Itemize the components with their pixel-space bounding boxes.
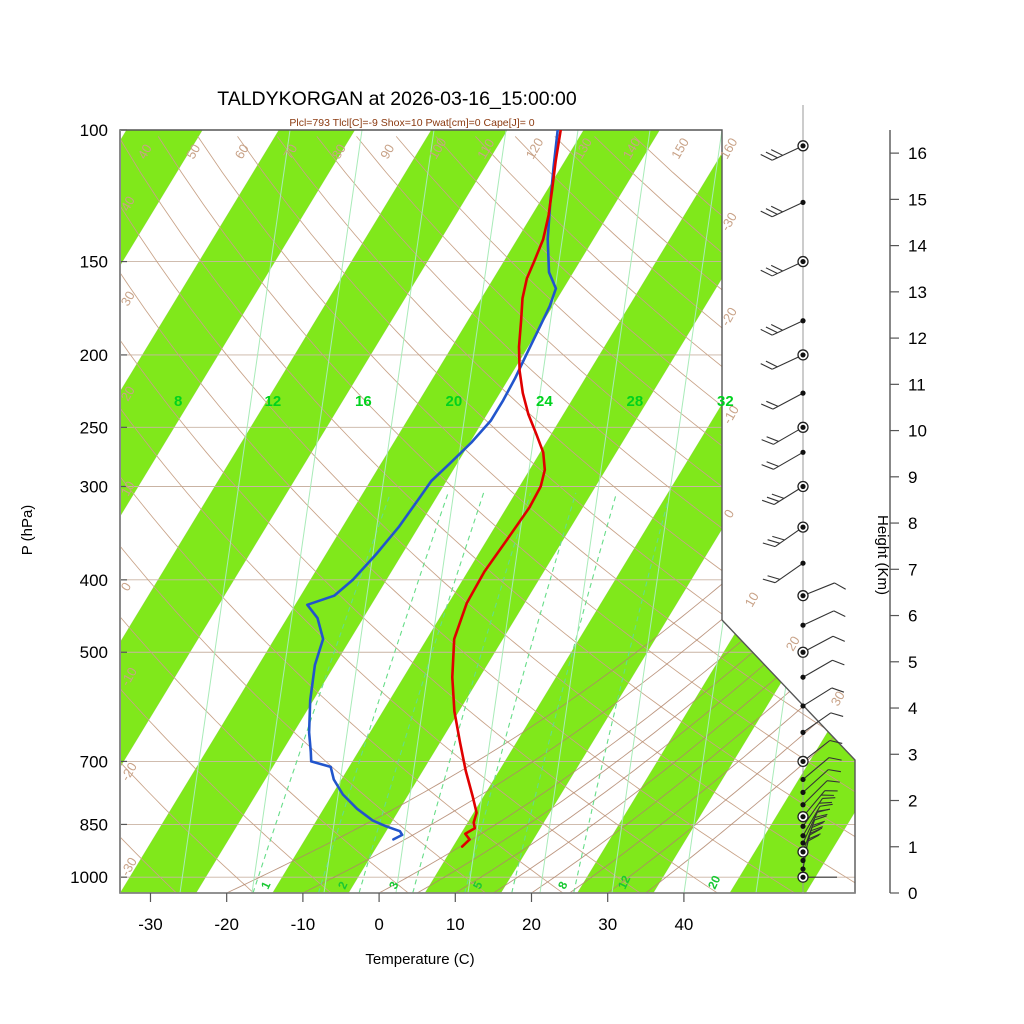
dry-adiabat-top-label: 60 [232,141,252,161]
pressure-tick-label: 200 [80,346,108,365]
temperature-tick-label: 40 [674,915,693,934]
pressure-axis: 100 150 200 250 300 400 500 700 850 1000 [70,121,127,893]
isotherm-lines [120,130,855,893]
mixing-ratio-label: 20 [705,873,723,891]
wind-barb [800,797,836,829]
wind-barb [761,421,809,445]
height-tick-label: 13 [908,283,927,302]
temperature-tick-label: -10 [291,915,316,934]
pressure-tick-label: 500 [80,643,108,662]
dry-adiabat-right-label: 20 [783,633,803,653]
pressure-tick-label: 250 [80,418,108,437]
isotherm-label: 8 [174,393,182,410]
temperature-tick-label: 0 [374,915,383,934]
dewpoint-profile-line [306,130,559,841]
isotherm-label: 32 [717,393,734,410]
pressure-axis-title: P (hPa) [19,505,36,556]
temperature-profile-line [451,130,562,848]
height-tick-label: 1 [908,838,917,857]
height-axis-title: Height (Km) [874,515,891,595]
temperature-tick-label: -30 [138,915,163,934]
chart-title: TALDYKORGAN at 2026-03-16_15:00:00 [217,88,577,110]
dry-adiabat-left-label: 10 [118,478,138,498]
wind-barb [762,521,809,548]
contour-labels: 40 50 60 70 80 90 100 110 120 130 140 150 1604030201… [118,135,848,891]
dry-adiabat-top-label: 40 [135,141,155,161]
height-tick-label: 16 [908,144,927,163]
wind-barb [761,449,806,470]
dry-adiabat-left-label: 30 [118,288,138,308]
wind-barb [797,739,843,768]
dry-adiabat-top-label: 70 [280,141,300,161]
isotherm-label: 20 [446,393,463,410]
height-tick-label: 0 [908,884,917,903]
temperature-axis-title: Temperature (C) [365,951,474,968]
chart-subtitle: Plcl=793 Tlcl[C]=-9 Shox=10 Pwat[cm]=0 C… [289,117,534,129]
wind-barb [800,687,845,709]
temperature-tick-label: 30 [598,915,617,934]
height-tick-label: 3 [908,745,917,764]
dry-adiabat-left-label: 20 [118,383,138,403]
height-tick-label: 5 [908,653,917,672]
isotherm-label: 24 [536,393,553,410]
height-tick-label: 2 [908,792,917,811]
wind-barb [797,635,845,658]
wind-barb [800,610,846,628]
wind-barb [800,712,844,735]
mixing-ratio-label: 12 [615,873,633,891]
height-tick-label: 8 [908,514,917,533]
wind-barb [760,199,806,218]
height-tick-label: 4 [908,699,917,718]
wind-barb [760,349,809,370]
height-tick-label: 11 [908,375,926,394]
wind-barb [800,803,833,839]
wind-barb [760,140,809,161]
isotherm-label: 16 [355,393,372,410]
temperature-tick-label: 10 [446,915,465,934]
wind-barb [800,757,842,783]
height-tick-label: 12 [908,329,927,348]
dewpoint-curve [306,130,559,841]
wind-barb-column [760,105,846,893]
dry-adiabat-top-label: 90 [377,141,397,161]
dry-adiabat-right-label: 30 [828,688,848,708]
pressure-tick-label: 700 [80,752,108,771]
wind-barb [761,480,809,506]
wind-barb [797,790,838,823]
wind-barb [800,780,840,808]
isotherm-label: 12 [265,393,282,410]
pressure-tick-label: 150 [80,253,108,272]
height-tick-label: 10 [908,422,927,441]
dry-adiabat-top-label: 50 [183,141,203,161]
pressure-tick-label: 100 [80,121,108,140]
wind-barb [800,659,845,680]
wind-barb [761,390,806,410]
pressure-tick-label: 300 [80,477,108,496]
temperature-tick-label: -20 [214,915,239,934]
temperature-axis: -30 -20 -10 0 10 20 30 40 [120,892,855,934]
pressure-tick-label: 1000 [70,868,108,887]
height-tick-label: 14 [908,237,927,256]
height-tick-label: 6 [908,607,917,626]
wind-barb [762,560,806,584]
pressure-tick-label: 400 [80,571,108,590]
height-tick-label: 15 [908,190,927,209]
wind-barb [800,769,841,795]
wind-barb [760,255,809,277]
height-tick-label: 7 [908,560,917,579]
pressure-tick-label: 850 [80,815,108,834]
temperature-tick-label: 20 [522,915,541,934]
temperature-curve [451,130,562,848]
wind-barb [797,871,837,883]
dry-adiabat-left-label: 40 [118,193,138,213]
wind-barb [760,318,806,336]
wind-barb [797,582,846,602]
dry-adiabat-top-label: 80 [329,141,349,161]
isotherm-label: 28 [627,393,644,410]
wind-barb [797,815,827,858]
dry-adiabat-right-label: 10 [742,589,762,609]
height-tick-label: 9 [908,468,917,487]
